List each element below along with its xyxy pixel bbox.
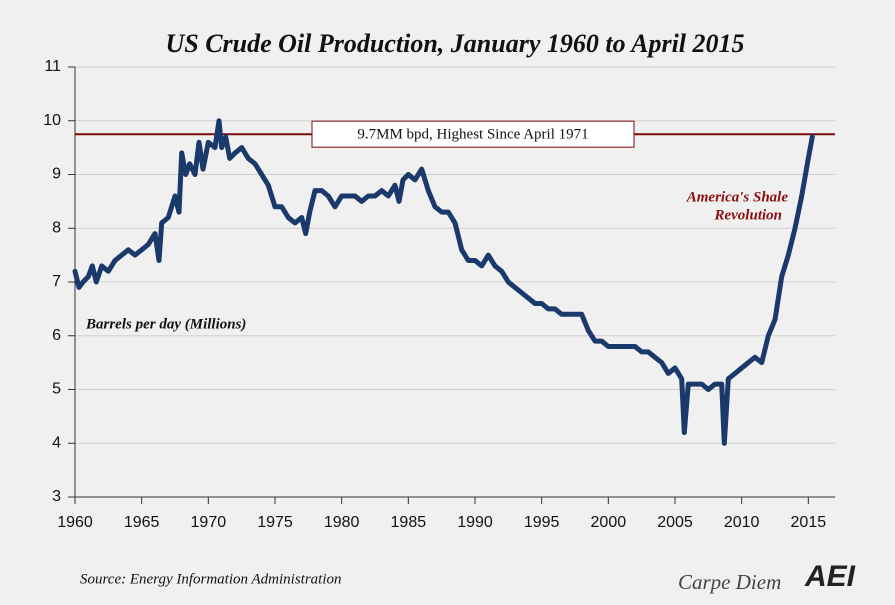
data-line (72, 118, 815, 446)
x-tick-label: 2000 (591, 514, 627, 531)
y-tick-label: 7 (52, 273, 61, 290)
y-tick-label: 11 (44, 58, 61, 75)
x-tick-label: 1960 (57, 514, 93, 531)
y-tick-label: 6 (52, 327, 61, 344)
y-tick-label: 5 (52, 381, 61, 398)
y-tick-label: 10 (43, 112, 61, 129)
y-tick-label: 8 (52, 219, 61, 236)
y-tick-label: 4 (52, 434, 61, 451)
source: Source: Energy Information Administratio… (80, 571, 342, 587)
x-tick-label: 2005 (657, 514, 693, 531)
annotation: 9.7MM bpd, Highest Since April 1971 (357, 127, 588, 143)
x-tick-label: 2015 (791, 514, 827, 531)
x-tick-label: 1985 (391, 514, 427, 531)
x-tick-label: 2010 (724, 514, 760, 531)
y-tick-label: 9 (52, 166, 61, 183)
y-tick-label: 3 (52, 488, 61, 505)
x-tick-label: 1995 (524, 514, 560, 531)
chart-title: US Crude Oil Production, January 1960 to… (165, 29, 744, 58)
y-axis-label: Barrels per day (Millions) (85, 316, 246, 332)
annotation: America's Shale (686, 189, 789, 205)
annotation-box (311, 120, 635, 148)
brand: Carpe Diem (678, 570, 781, 594)
annotation: Revolution (713, 207, 782, 223)
logo: AEI (804, 560, 856, 593)
x-tick-label: 1980 (324, 514, 360, 531)
x-tick-label: 1970 (191, 514, 227, 531)
x-tick-label: 1965 (124, 514, 160, 531)
x-tick-label: 1990 (457, 514, 493, 531)
x-tick-label: 1975 (257, 514, 293, 531)
